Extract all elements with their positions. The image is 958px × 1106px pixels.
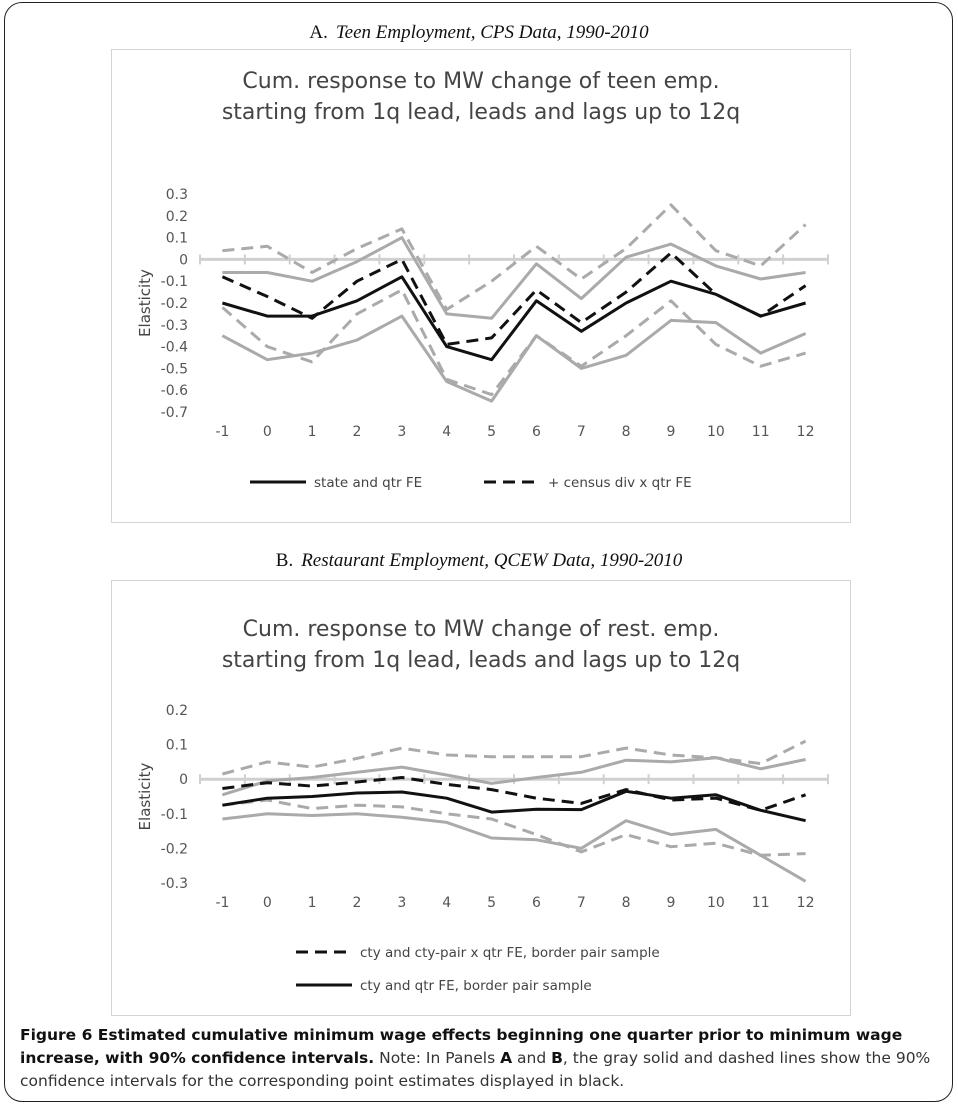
panel-a-chart-title-line-1: Cum. response to MW change of teen emp.	[242, 69, 720, 94]
y-tick-label: -0.3	[161, 318, 188, 334]
panel-b-heading-text: Restaurant Employment, QCEW Data, 1990-2…	[301, 550, 683, 571]
y-tick-label: -0.2	[161, 296, 188, 312]
y-tick-label: 0.1	[166, 738, 188, 754]
x-tick-label: 5	[487, 895, 496, 911]
figure-caption: Figure 6 Estimated cumulative minimum wa…	[20, 1024, 945, 1093]
ci-line-solid	[221, 756, 806, 797]
ci-line-dashed	[222, 203, 807, 311]
x-tick-label: 3	[397, 895, 406, 911]
x-tick-label: 12	[797, 424, 815, 440]
ci-line-dashed	[222, 798, 806, 857]
y-tick-label: 0	[179, 772, 188, 788]
panel-a-plot: 0.3 0.2 0.1 0 -0.1 -0.2 -0.3 -0.4 -0.5 -0.6 -0.7 El…	[136, 187, 829, 491]
legend-label: state and qtr FE	[314, 475, 422, 491]
panel-b-chart-title-line-1: Cum. response to MW change of rest. emp.	[242, 617, 720, 642]
series-line-dashed-estimate	[222, 776, 807, 812]
panel-a-chart: Cum. response to MW change of teen emp. …	[111, 49, 851, 523]
panel-b-chart: Cum. response to MW change of rest. emp.…	[111, 580, 851, 1016]
x-tick-label: 8	[622, 895, 631, 911]
panel-a-letter: A.	[309, 22, 328, 43]
x-tick-label: 0	[263, 424, 272, 440]
panel-a-chart-title-line-2: starting from 1q lead, leads and lags up…	[221, 100, 741, 125]
ci-line-dashed	[221, 288, 807, 397]
x-tick-label: 2	[353, 895, 362, 911]
x-tick-label: 6	[532, 424, 541, 440]
legend-label: cty and qtr FE, border pair sample	[360, 978, 592, 994]
series-line-solid-estimate	[221, 275, 807, 362]
caption-panel-b: B	[551, 1049, 563, 1067]
x-tick-label: 4	[442, 424, 451, 440]
x-tick-label: 1	[308, 895, 317, 911]
x-tick-label: -1	[215, 424, 229, 440]
panel-a-heading: A. Teen Employment, CPS Data, 1990-2010	[0, 22, 958, 44]
panel-b-chart-title-line-2: starting from 1q lead, leads and lags up…	[221, 648, 741, 673]
x-tick-label: 7	[577, 895, 586, 911]
y-tick-label: -0.5	[161, 361, 188, 377]
x-tick-label: 12	[797, 895, 815, 911]
ci-line-dashed	[222, 739, 807, 776]
x-tick-label: 10	[707, 424, 725, 440]
x-tick-label: 10	[707, 895, 725, 911]
ci-line-solid	[222, 812, 807, 883]
x-tick-label: 9	[667, 424, 676, 440]
legend-label: cty and cty-pair x qtr FE, border pair s…	[360, 945, 660, 961]
panel-b-chart-title: Cum. response to MW change of rest. emp.…	[112, 614, 850, 676]
x-tick-label: 7	[577, 424, 586, 440]
caption-title: Figure 6 Estimated cumulative minimum wa…	[20, 1026, 903, 1067]
y-tick-label: -0.6	[161, 383, 188, 399]
panel-a-chart-title: Cum. response to MW change of teen emp. …	[112, 66, 850, 128]
legend-label: + census div x qtr FE	[548, 475, 692, 491]
y-tick-label: -0.7	[161, 405, 188, 421]
y-tick-label: 0.3	[166, 187, 188, 203]
x-tick-label: 5	[487, 424, 496, 440]
caption-panel-a: A	[500, 1049, 513, 1067]
y-tick-label: -0.2	[161, 841, 188, 857]
x-tick-label: 1	[308, 424, 317, 440]
figure-frame	[4, 2, 953, 1102]
y-tick-label: -0.3	[161, 876, 188, 892]
y-tick-label: 0.2	[166, 209, 188, 225]
panel-b-heading: B. Restaurant Employment, QCEW Data, 1990…	[0, 550, 958, 572]
series-line-solid-estimate	[222, 789, 806, 823]
caption-note-rest: , the gray solid and dashed lines show t…	[20, 1049, 931, 1090]
x-tick-label: 6	[532, 895, 541, 911]
ci-line-solid	[221, 314, 807, 403]
y-axis-title: Elasticity	[136, 269, 154, 337]
y-tick-label: -0.4	[161, 340, 188, 356]
panel-b-letter: B.	[275, 550, 294, 571]
x-tick-label: 11	[752, 895, 770, 911]
y-tick-label: 0	[179, 252, 188, 268]
panel-a-heading-text: Teen Employment, CPS Data, 1990-2010	[335, 22, 649, 43]
x-tick-label: 8	[622, 424, 631, 440]
y-tick-label: -0.1	[161, 807, 188, 823]
x-tick-label: 4	[442, 895, 451, 911]
x-tick-label: 0	[263, 895, 272, 911]
x-tick-label: 9	[667, 895, 676, 911]
y-axis-title: Elasticity	[136, 762, 154, 830]
x-tick-label: 3	[397, 424, 406, 440]
ci-line-solid	[222, 236, 806, 320]
y-tick-label: -0.1	[161, 274, 188, 290]
caption-and: and	[512, 1049, 552, 1067]
series-line-dashed-estimate	[221, 251, 807, 346]
x-tick-label: -1	[215, 895, 229, 911]
y-tick-label: 0.2	[166, 703, 188, 719]
x-tick-label: 2	[353, 424, 362, 440]
x-tick-label: 11	[752, 424, 770, 440]
caption-note-prefix: Note: In Panels	[379, 1049, 501, 1067]
y-tick-label: 0.1	[166, 231, 188, 247]
